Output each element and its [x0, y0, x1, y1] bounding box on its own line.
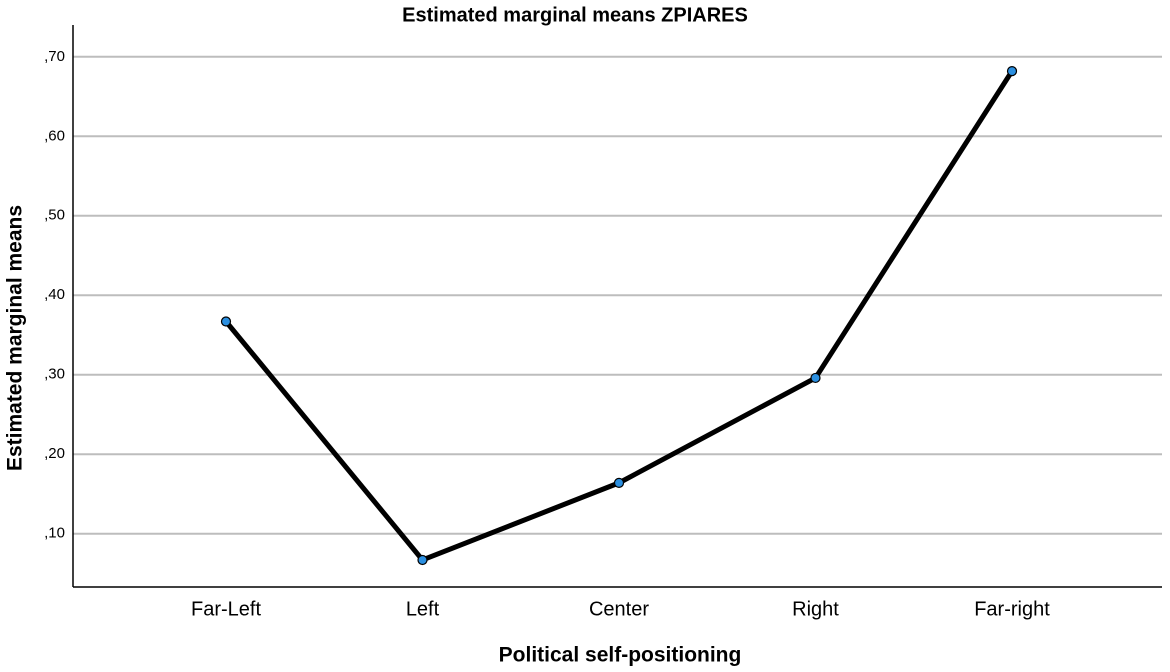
- data-point: [810, 372, 821, 384]
- x-tick-label: Far-Left: [191, 598, 261, 620]
- x-tick-label: Center: [589, 598, 649, 620]
- y-tick-label: ,40: [44, 286, 65, 303]
- y-tick-label: ,50: [44, 207, 65, 224]
- x-tick-label: Left: [406, 598, 440, 620]
- y-tick-label: ,60: [44, 127, 65, 144]
- data-point: [417, 554, 428, 566]
- y-tick-label: ,20: [44, 445, 65, 462]
- data-point: [220, 316, 232, 327]
- x-tick-label: Right: [792, 598, 839, 620]
- chart-title: Estimated marginal means ZPIARES: [402, 4, 748, 26]
- y-tick-label: ,70: [44, 48, 65, 65]
- y-axis-label: Estimated marginal means: [4, 205, 27, 471]
- data-point: [613, 477, 625, 488]
- x-axis-label: Political self-positioning: [499, 644, 742, 667]
- y-tick-label: ,10: [44, 525, 65, 542]
- x-tick-label: Far-right: [974, 598, 1050, 620]
- data-point: [1006, 66, 1018, 77]
- y-tick-label: ,30: [44, 366, 65, 383]
